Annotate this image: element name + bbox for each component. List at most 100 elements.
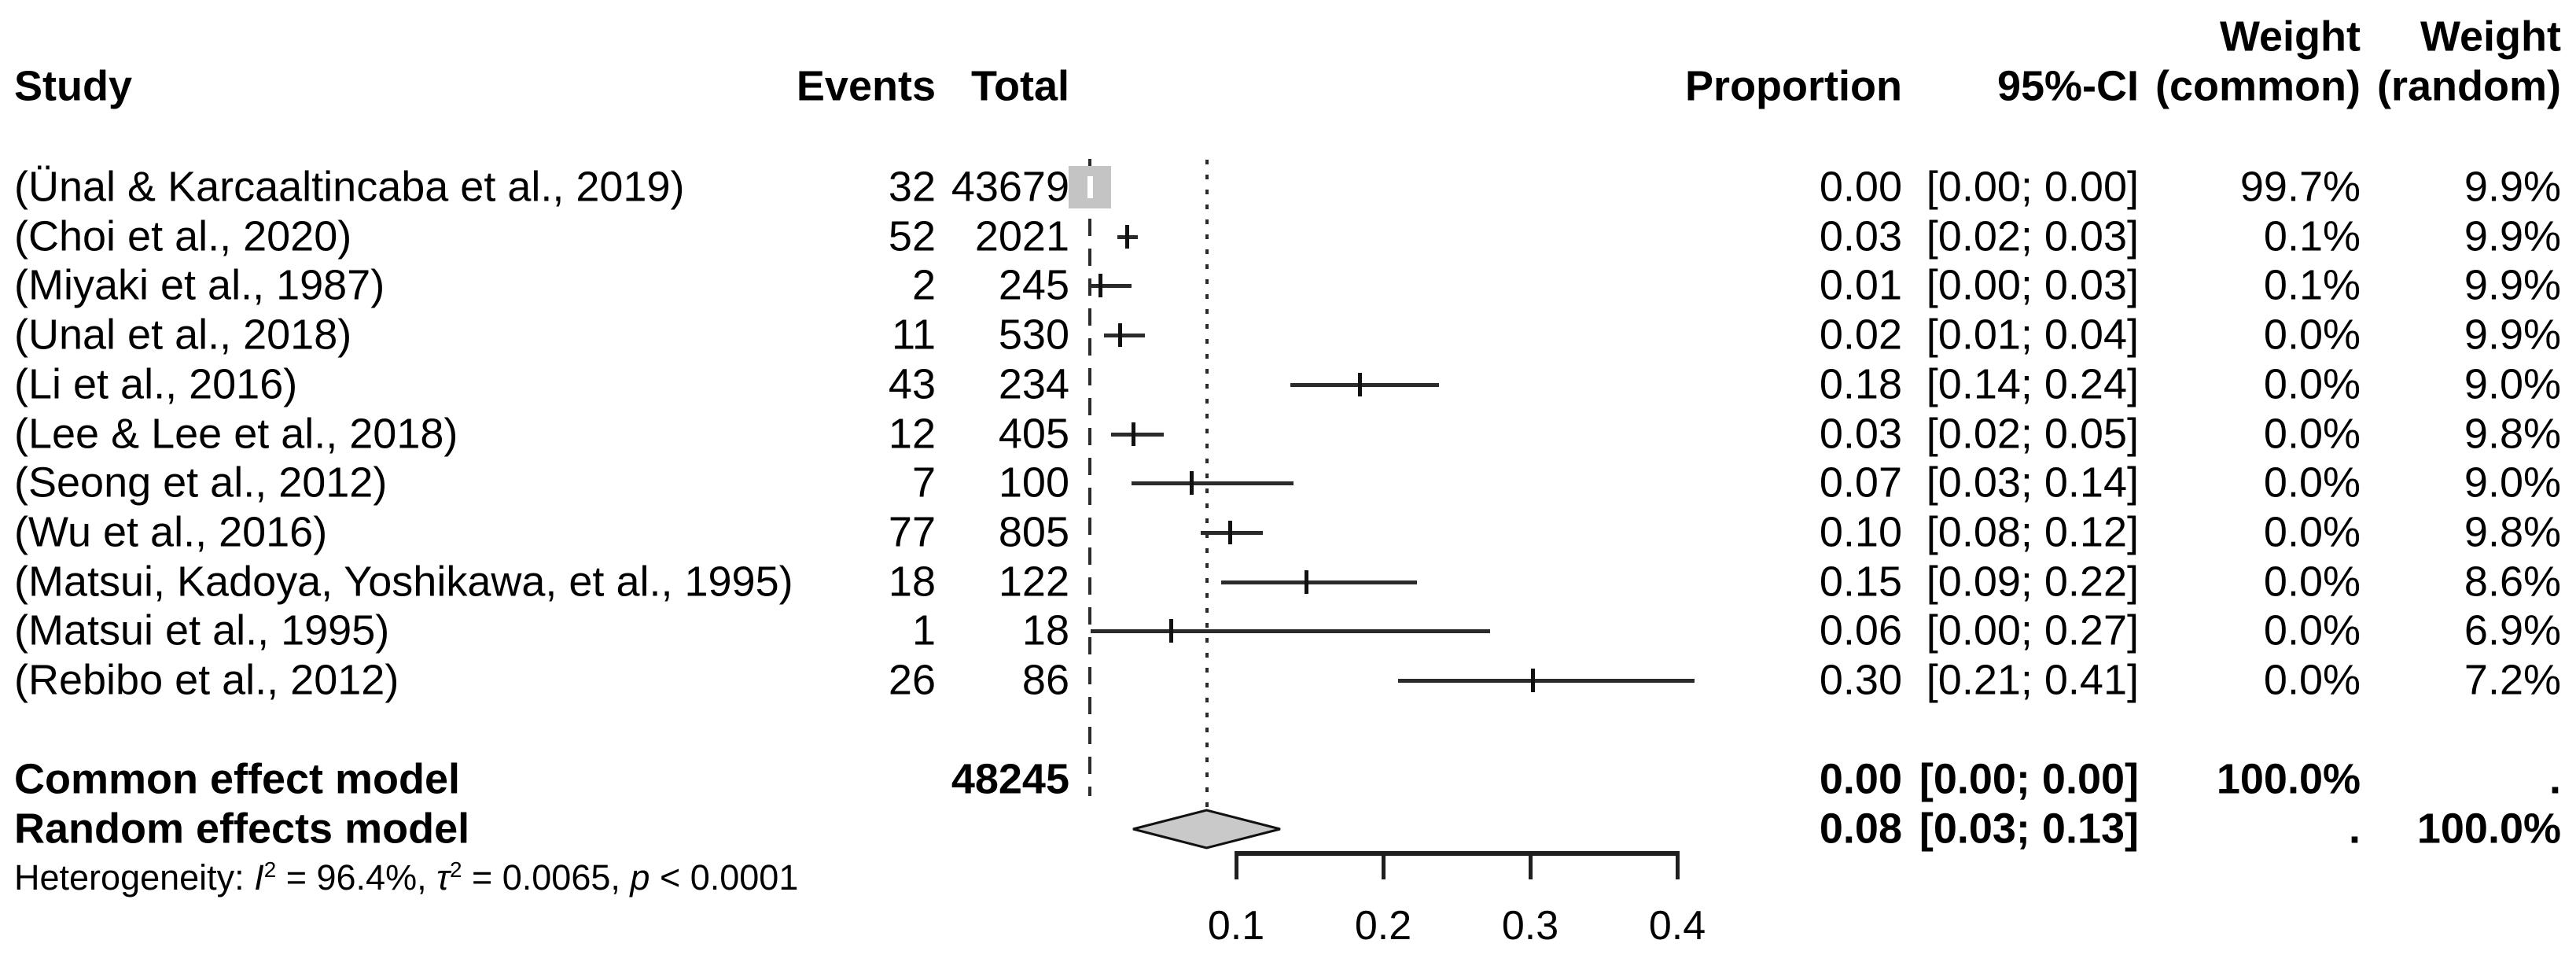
random-effects-label: Random effects model [14, 805, 470, 853]
study-column-header: Study [14, 62, 133, 110]
point-estimate-tick [1125, 224, 1130, 249]
common-effect-weight-common: 100.0% [2216, 755, 2361, 803]
weight-random-value: 9.9% [2464, 262, 2561, 310]
point-estimate-tick [1190, 471, 1194, 496]
weight-common-value: 0.0% [2263, 410, 2361, 458]
weight-common-value: 0.1% [2263, 212, 2361, 260]
weight-random-header-top: Weight [2420, 13, 2561, 61]
study-label: (Rebibo et al., 2012) [14, 656, 399, 704]
het-tau-value: = 0.0065, [462, 857, 631, 897]
weight-random-value: 7.2% [2464, 656, 2561, 704]
events-value: 11 [891, 311, 936, 359]
events-value: 52 [888, 212, 936, 260]
common-effect-label: Common effect model [14, 755, 461, 803]
het-p-symbol: p [630, 857, 650, 897]
events-value: 32 [888, 163, 936, 211]
ci-value: [0.00; 0.00] [1926, 163, 2139, 211]
het-prefix: Heterogeneity: [14, 857, 255, 897]
ci-value: [0.09; 0.22] [1926, 558, 2139, 606]
events-value: 26 [888, 656, 936, 704]
total-value: 122 [998, 558, 1069, 606]
point-estimate-tick [1228, 520, 1233, 544]
ci-line [1290, 382, 1440, 387]
ci-column-header: 95%-CI [1996, 62, 2139, 110]
total-value: 805 [998, 508, 1069, 556]
random-effects-weight-common: . [2348, 805, 2361, 853]
heterogeneity-note: Heterogeneity: I2 = 96.4%, τ2 = 0.0065, … [14, 857, 798, 898]
events-value: 2 [911, 262, 936, 310]
common-effect-dashed-line [1088, 159, 1091, 796]
proportion-value: 0.00 [1819, 163, 1902, 211]
het-i-value: = 96.4%, [276, 857, 437, 897]
weight-random-value: 9.8% [2464, 508, 2561, 556]
weight-random-column-header: (random) [2377, 62, 2561, 110]
ci-value: [0.02; 0.03] [1926, 212, 2139, 260]
total-value: 43679 [951, 163, 1069, 211]
weight-common-value: 0.0% [2263, 360, 2361, 408]
proportion-column-header: Proportion [1685, 62, 1902, 110]
study-label: (Miyaki et al., 1987) [14, 262, 385, 310]
weight-random-value: 9.0% [2464, 360, 2561, 408]
weight-common-value: 0.0% [2263, 311, 2361, 359]
proportion-value: 0.18 [1819, 360, 1902, 408]
summary-diamond [1132, 809, 1281, 850]
total-value: 245 [998, 262, 1069, 310]
ci-line [1132, 481, 1294, 486]
weight-common-value: 0.0% [2263, 558, 2361, 606]
weight-random-value: 9.9% [2464, 212, 2561, 260]
weight-random-value: 9.9% [2464, 163, 2561, 211]
study-label: (Matsui, Kadoya, Yoshikawa, et al., 1995… [14, 558, 793, 606]
point-estimate-tick [1169, 619, 1174, 643]
study-label: (Wu et al., 2016) [14, 508, 328, 556]
events-value: 43 [888, 360, 936, 408]
ci-value: [0.01; 0.04] [1926, 311, 2139, 359]
het-p-value: < 0.0001 [650, 857, 799, 897]
study-label: (Lee & Lee et al., 2018) [14, 410, 458, 458]
ci-line [1090, 284, 1132, 289]
study-label: (Choi et al., 2020) [14, 212, 352, 260]
x-axis-tick [1234, 851, 1238, 879]
total-value: 234 [998, 360, 1069, 408]
proportion-value: 0.02 [1819, 311, 1902, 359]
weight-common-value: 0.0% [2263, 508, 2361, 556]
het-tau-symbol: τ [436, 857, 450, 897]
x-axis-tick-label: 0.3 [1501, 903, 1559, 949]
study-label: (Li et al., 2016) [14, 360, 298, 408]
proportion-value: 0.03 [1819, 410, 1902, 458]
ci-value: [0.14; 0.24] [1926, 360, 2139, 408]
random-effects-proportion: 0.08 [1819, 805, 1902, 853]
total-value: 18 [1021, 606, 1069, 654]
proportion-value: 0.06 [1819, 606, 1902, 654]
ci-line [1111, 432, 1165, 437]
proportion-value: 0.15 [1819, 558, 1902, 606]
x-axis-line [1236, 851, 1677, 856]
ci-line [1090, 629, 1491, 634]
events-value: 12 [888, 410, 936, 458]
total-value: 86 [1021, 656, 1069, 704]
common-effect-total: 48245 [951, 755, 1069, 803]
weight-common-column-header: (common) [2155, 62, 2361, 110]
weight-common-value: 99.7% [2239, 163, 2361, 211]
point-estimate-tick [1357, 372, 1362, 396]
x-axis-tick [1675, 851, 1680, 879]
random-effects-weight-random: 100.0% [2416, 805, 2561, 853]
study-label: (Matsui et al., 1995) [14, 606, 390, 654]
common-effect-weight-random: . [2548, 755, 2561, 803]
proportion-value: 0.10 [1819, 508, 1902, 556]
x-axis-tick-label: 0.1 [1207, 903, 1265, 949]
ci-value: [0.02; 0.05] [1926, 410, 2139, 458]
weight-random-value: 9.0% [2464, 459, 2561, 507]
point-estimate-tick [1131, 422, 1135, 446]
x-axis-tick-label: 0.4 [1648, 903, 1706, 949]
weight-common-header-top: Weight [2220, 13, 2361, 61]
study-label: (Seong et al., 2012) [14, 459, 388, 507]
point-estimate-tick [1117, 323, 1122, 348]
total-value: 530 [998, 311, 1069, 359]
x-axis-tick [1528, 851, 1533, 879]
events-column-header: Events [796, 62, 936, 110]
common-effect-ci: [0.00; 0.00] [1919, 755, 2139, 803]
proportion-value: 0.03 [1819, 212, 1902, 260]
events-value: 18 [888, 558, 936, 606]
total-value: 2021 [974, 212, 1069, 260]
weight-random-value: 6.9% [2464, 606, 2561, 654]
